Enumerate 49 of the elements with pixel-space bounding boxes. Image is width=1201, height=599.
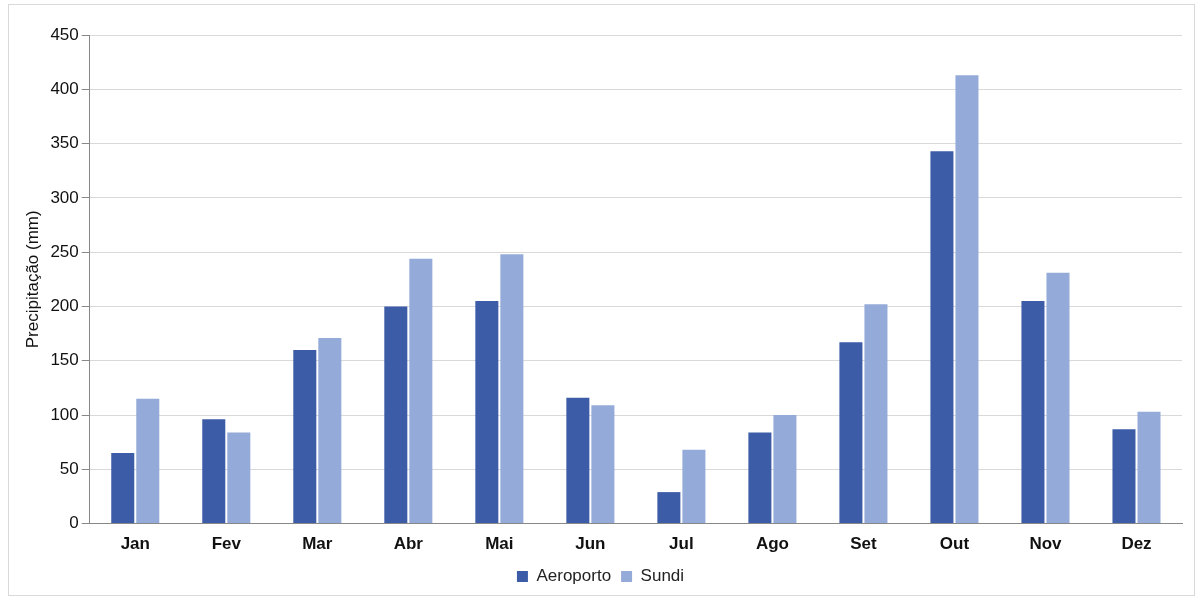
y-tick-label: 300 <box>50 187 79 207</box>
y-axis-title: Precipitação (mm) <box>22 210 42 349</box>
x-tick-label: Jan <box>120 534 150 554</box>
x-tick-label: Jul <box>669 534 694 554</box>
x-tick-label: Fev <box>211 534 242 554</box>
bar <box>111 453 135 524</box>
y-tick-label: 450 <box>50 24 79 44</box>
y-tick-label: 0 <box>69 513 79 533</box>
bar <box>748 432 772 524</box>
bar <box>1137 411 1161 524</box>
x-tick-label: Mar <box>302 534 333 554</box>
x-tick-label: Mai <box>485 534 514 554</box>
bar <box>864 304 888 524</box>
y-tick-label: 400 <box>50 78 79 98</box>
y-tick-label: 150 <box>50 350 79 370</box>
bar <box>136 398 160 524</box>
bar <box>591 405 615 524</box>
bar <box>1112 429 1136 524</box>
y-tick-label: 200 <box>50 296 79 316</box>
bar <box>202 419 226 524</box>
x-tick-label: Abr <box>393 534 424 554</box>
bar <box>500 254 524 524</box>
x-tick-label: Out <box>939 534 970 554</box>
x-tick-label: Nov <box>1029 534 1063 554</box>
bar <box>384 306 408 524</box>
x-tick-label: Jun <box>575 534 606 554</box>
x-tick-label: Ago <box>755 534 789 554</box>
bar <box>227 432 251 524</box>
bar <box>293 349 317 524</box>
bar <box>1046 272 1070 524</box>
bar <box>1021 301 1045 524</box>
legend-label: Aeroporto <box>536 566 612 586</box>
bar <box>930 151 954 524</box>
y-tick-label: 350 <box>50 133 79 153</box>
bar <box>682 449 706 524</box>
x-tick-label: Dez <box>1121 534 1152 554</box>
y-tick-label: 250 <box>50 241 79 261</box>
bar <box>475 301 499 524</box>
x-tick-label: Set <box>850 534 877 554</box>
bar <box>773 415 797 524</box>
bar <box>409 258 433 524</box>
bar <box>566 397 590 524</box>
bar <box>955 75 979 524</box>
legend-label: Sundi <box>640 566 685 586</box>
y-tick-label: 100 <box>50 404 79 424</box>
y-tick-label: 50 <box>59 459 79 478</box>
bar <box>657 492 681 524</box>
bar <box>318 337 342 524</box>
bar <box>839 342 863 524</box>
